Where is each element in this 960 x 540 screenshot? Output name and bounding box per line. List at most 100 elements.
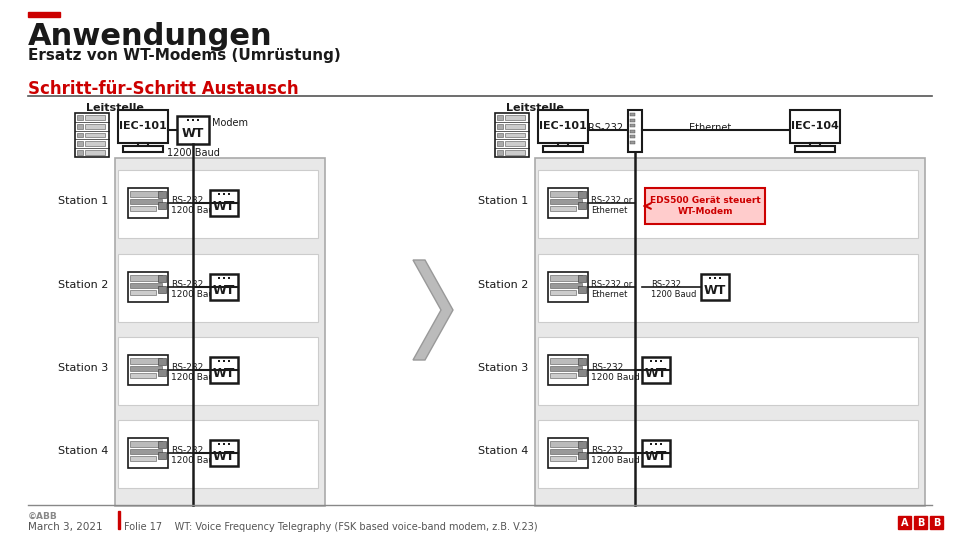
- Text: March 3, 2021: March 3, 2021: [28, 522, 103, 532]
- Bar: [650, 443, 652, 445]
- Bar: [158, 202, 166, 209]
- Bar: [130, 441, 162, 447]
- Bar: [197, 119, 199, 121]
- Bar: [505, 133, 525, 137]
- Bar: [645, 188, 765, 224]
- Text: B: B: [917, 517, 924, 528]
- Bar: [118, 511, 120, 529]
- Bar: [130, 283, 162, 288]
- Bar: [550, 275, 582, 281]
- Bar: [130, 191, 162, 197]
- Text: RS-232: RS-232: [171, 280, 204, 289]
- Bar: [655, 443, 657, 445]
- Bar: [578, 452, 586, 459]
- Text: Schritt-für-Schritt Austausch: Schritt-für-Schritt Austausch: [28, 80, 299, 98]
- Bar: [550, 373, 576, 378]
- Bar: [158, 286, 166, 293]
- Bar: [85, 150, 105, 155]
- Bar: [550, 283, 582, 288]
- Bar: [505, 115, 525, 120]
- Bar: [497, 124, 503, 129]
- Text: Station 2: Station 2: [58, 280, 108, 290]
- Bar: [85, 141, 105, 146]
- Bar: [550, 199, 582, 204]
- Bar: [218, 277, 220, 279]
- Bar: [538, 110, 588, 143]
- Bar: [543, 146, 583, 152]
- Bar: [138, 143, 148, 146]
- Bar: [177, 116, 209, 144]
- Bar: [223, 277, 225, 279]
- Text: Station 3: Station 3: [58, 363, 108, 373]
- Text: RS-232: RS-232: [591, 363, 623, 372]
- Text: Ethernet: Ethernet: [689, 123, 732, 133]
- Bar: [898, 516, 911, 529]
- Bar: [495, 113, 529, 157]
- Bar: [550, 358, 582, 364]
- Bar: [630, 118, 635, 122]
- Bar: [795, 146, 835, 152]
- Text: WT: WT: [213, 284, 235, 296]
- Bar: [158, 441, 166, 448]
- Bar: [130, 373, 156, 378]
- Text: RS-232 or: RS-232 or: [591, 196, 633, 205]
- Bar: [535, 158, 925, 506]
- Bar: [660, 360, 662, 362]
- Bar: [210, 274, 238, 300]
- Text: RS-232 or: RS-232 or: [591, 280, 633, 289]
- Bar: [130, 358, 162, 364]
- Bar: [77, 150, 83, 155]
- Text: Leitstelle: Leitstelle: [86, 103, 144, 113]
- Bar: [85, 115, 105, 120]
- Text: B: B: [933, 517, 940, 528]
- Text: Station 4: Station 4: [478, 446, 528, 456]
- Bar: [128, 188, 168, 218]
- Bar: [128, 272, 168, 302]
- Bar: [128, 355, 168, 385]
- Text: 1200 Baud: 1200 Baud: [591, 373, 640, 382]
- Text: RS-232: RS-232: [588, 123, 624, 133]
- Bar: [650, 360, 652, 362]
- Bar: [497, 141, 503, 146]
- Text: EDS500 Gerät steuert
WT-Modem: EDS500 Gerät steuert WT-Modem: [650, 197, 760, 215]
- Bar: [75, 113, 109, 157]
- Bar: [130, 366, 162, 371]
- Bar: [550, 456, 576, 461]
- Bar: [701, 274, 729, 300]
- Bar: [719, 277, 721, 279]
- Bar: [130, 449, 162, 454]
- Bar: [77, 133, 83, 137]
- Bar: [85, 124, 105, 129]
- Bar: [158, 358, 166, 365]
- Bar: [118, 420, 318, 488]
- Bar: [578, 191, 586, 198]
- Bar: [77, 141, 83, 146]
- Bar: [578, 275, 586, 282]
- Bar: [158, 191, 166, 198]
- Bar: [130, 275, 162, 281]
- Bar: [642, 440, 670, 466]
- Bar: [123, 146, 163, 152]
- Bar: [628, 110, 642, 152]
- Bar: [548, 438, 588, 468]
- Bar: [810, 143, 820, 146]
- Bar: [578, 441, 586, 448]
- Bar: [118, 170, 318, 238]
- Bar: [630, 113, 635, 116]
- Text: IEC-104: IEC-104: [791, 122, 839, 131]
- Polygon shape: [413, 260, 453, 360]
- Text: WT: WT: [181, 127, 204, 140]
- Bar: [210, 190, 238, 216]
- Bar: [538, 337, 918, 405]
- Bar: [218, 443, 220, 445]
- Bar: [630, 124, 635, 127]
- Bar: [130, 290, 156, 295]
- Bar: [538, 420, 918, 488]
- Bar: [497, 150, 503, 155]
- Bar: [550, 441, 582, 447]
- Bar: [578, 369, 586, 376]
- Bar: [558, 143, 568, 146]
- Text: Modem: Modem: [212, 118, 248, 128]
- Bar: [128, 438, 168, 468]
- Bar: [709, 277, 711, 279]
